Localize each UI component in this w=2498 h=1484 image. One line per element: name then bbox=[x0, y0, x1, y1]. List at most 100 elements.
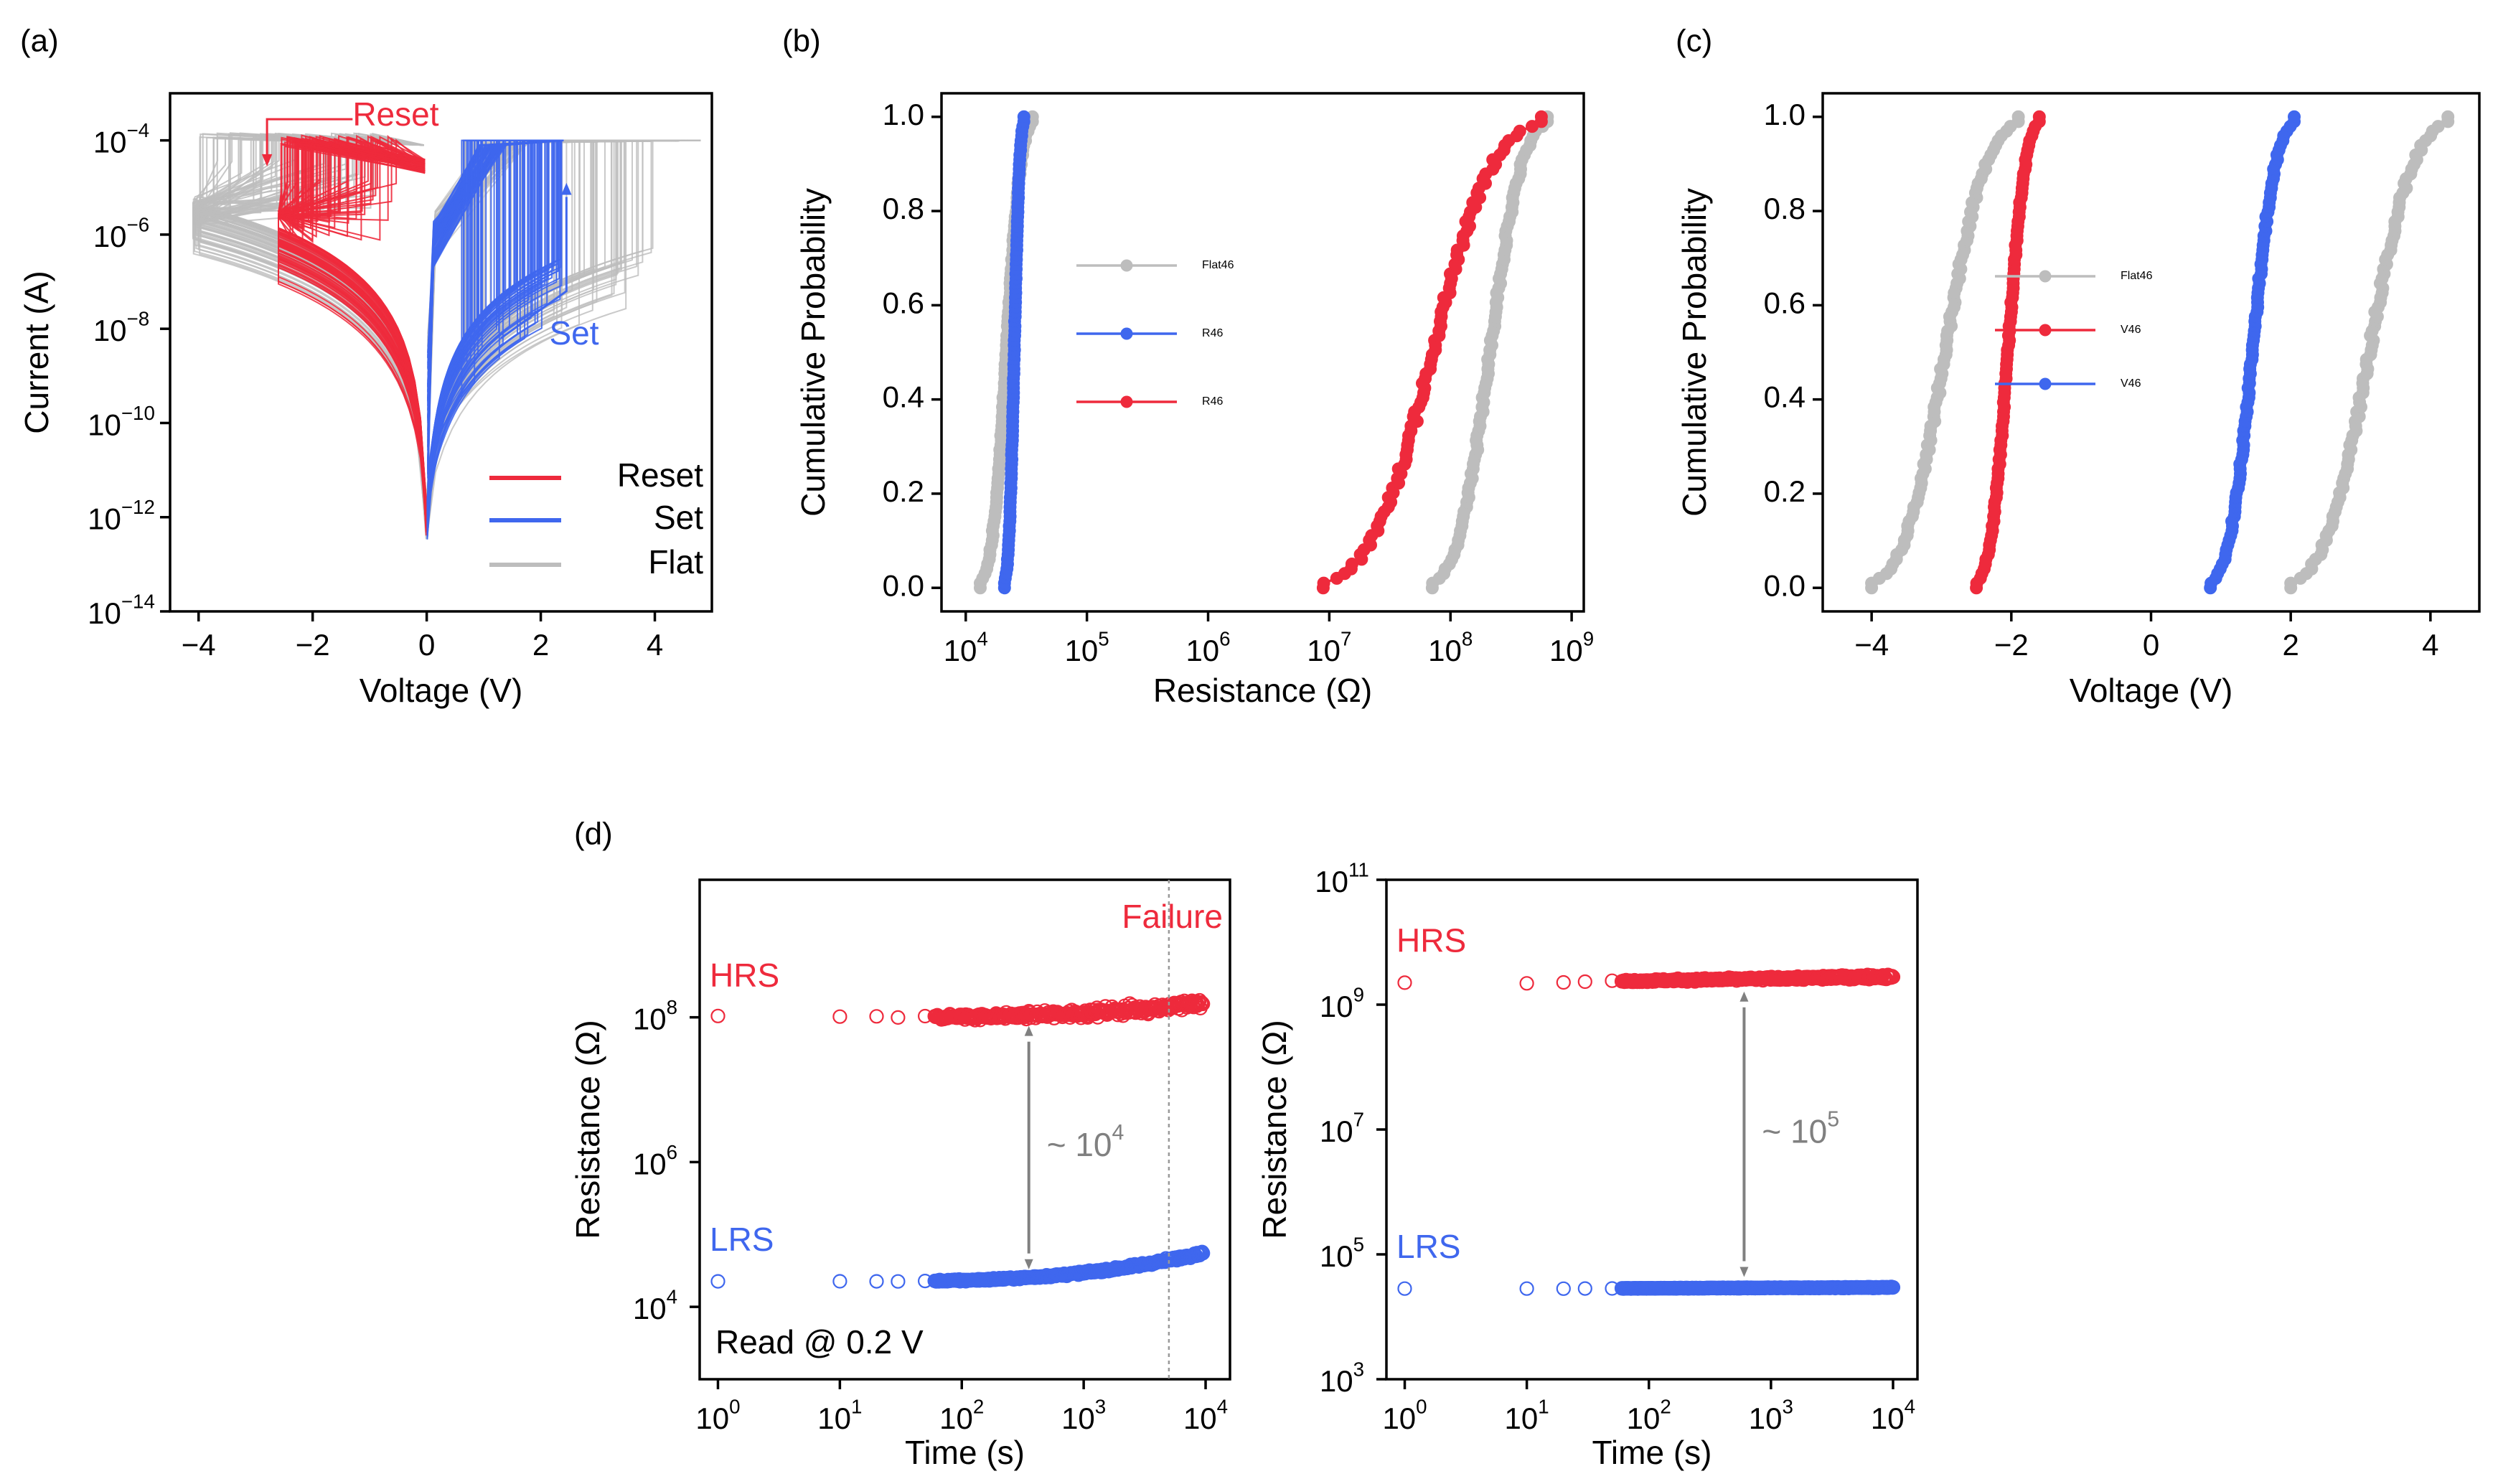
panel-label: (a) bbox=[20, 24, 59, 59]
x-tick-label: −4 bbox=[1854, 628, 1889, 662]
series-flat-v-reset bbox=[1865, 110, 2025, 595]
panel-d-left: 100 101 102 103 104 104 106 108 Time (s) Resistan… bbox=[569, 878, 1231, 1471]
reset-curve bbox=[278, 136, 426, 215]
reset-curve bbox=[278, 137, 426, 219]
reset-return-curve bbox=[278, 213, 427, 500]
cdf-point bbox=[2288, 110, 2301, 123]
reset-return-curve bbox=[278, 213, 427, 509]
y-tick-label: 10−8 bbox=[93, 308, 149, 347]
failure-label: Failure bbox=[1122, 898, 1223, 935]
series-hrs bbox=[710, 992, 1211, 1028]
reset-return-curve bbox=[278, 213, 427, 504]
reset-curve bbox=[278, 142, 426, 216]
reset-return-curve bbox=[278, 213, 427, 504]
x-axis-label: Resistance (Ω) bbox=[1153, 672, 1372, 709]
reset-annotation: Reset bbox=[352, 95, 438, 133]
cdf-point bbox=[1317, 576, 1330, 590]
y-tick-label: 109 bbox=[1320, 984, 1364, 1023]
y-tick-label: 0.6 bbox=[1764, 286, 1806, 319]
panel-label: (b) bbox=[782, 24, 821, 59]
retention-point bbox=[1397, 1281, 1412, 1296]
panel-label: (c) bbox=[1676, 24, 1712, 59]
reset-curve bbox=[278, 140, 426, 217]
retention-point bbox=[1519, 976, 1534, 991]
series-r-lrs bbox=[997, 110, 1030, 595]
set-curve bbox=[426, 139, 564, 538]
reset-return-curve bbox=[278, 213, 427, 519]
reset-curve bbox=[278, 137, 426, 219]
ratio-arrow-head-down bbox=[1739, 1267, 1749, 1277]
x-tick-label: 103 bbox=[1061, 1396, 1106, 1435]
reset-curve bbox=[278, 134, 426, 216]
y-tick-label: 0.4 bbox=[883, 380, 924, 414]
panel-a: −4 −2 0 2 4 10−14 10−12 10−10 10−8 10−6 10−4 Voltag… bbox=[18, 92, 713, 709]
reset-return-curve bbox=[278, 213, 427, 508]
retention-point bbox=[1577, 974, 1592, 990]
set-arrow bbox=[500, 197, 568, 339]
y-tick-label: 0.2 bbox=[1764, 474, 1806, 508]
y-tick-label: 0.2 bbox=[883, 474, 924, 508]
ratio-arrow-head-down bbox=[1024, 1259, 1033, 1269]
read-condition-label: Read @ 0.2 V bbox=[715, 1323, 924, 1361]
x-tick-label: 101 bbox=[1505, 1396, 1549, 1435]
y-tick-label: 1.0 bbox=[883, 98, 924, 131]
panel-label: (d) bbox=[574, 817, 613, 852]
y-tick-label: 103 bbox=[1320, 1358, 1364, 1398]
y-axis-label: Cumulative Probability bbox=[1676, 188, 1713, 517]
y-tick-label: 0.0 bbox=[883, 568, 924, 602]
flat-hrs-curve bbox=[194, 210, 427, 513]
y-tick-label: 106 bbox=[633, 1141, 677, 1180]
retention-point bbox=[1885, 969, 1901, 985]
plot-frame bbox=[169, 92, 713, 613]
x-tick-label: 102 bbox=[939, 1396, 984, 1435]
retention-point bbox=[1577, 1281, 1592, 1296]
plot-frame bbox=[698, 878, 1231, 1381]
flat-hrs-curve bbox=[194, 197, 427, 530]
series-set bbox=[426, 139, 564, 540]
y-tick-label: 108 bbox=[633, 996, 677, 1035]
x-tick-label: 104 bbox=[1871, 1396, 1915, 1435]
series-hrs bbox=[1397, 967, 1901, 991]
reset-return-curve bbox=[278, 213, 427, 509]
retention-point bbox=[710, 1274, 726, 1289]
retention-point bbox=[1196, 996, 1211, 1012]
y-tick-label: 0.6 bbox=[883, 286, 924, 319]
x-tick-label: −2 bbox=[296, 628, 330, 662]
reset-curve bbox=[278, 137, 426, 227]
y-axis-label: Cumulative Probability bbox=[794, 188, 832, 517]
set-curve bbox=[426, 139, 564, 501]
y-tick-label: 107 bbox=[1320, 1109, 1364, 1148]
series-r-hrs bbox=[1316, 110, 1548, 595]
legend-marker bbox=[1120, 327, 1133, 340]
legend-label: Flat46 bbox=[1202, 259, 1234, 271]
y-tick-label: 10−4 bbox=[93, 119, 149, 159]
x-tick-label: 4 bbox=[2422, 628, 2438, 662]
series-v-set bbox=[2204, 110, 2301, 595]
legend-marker bbox=[2039, 270, 2052, 283]
legend: Flat46 R46 R46 bbox=[1076, 259, 1234, 408]
cdf-point bbox=[2441, 110, 2455, 123]
retention-point bbox=[710, 1008, 726, 1023]
reset-arrow bbox=[266, 118, 353, 155]
x-tick-label: 109 bbox=[1549, 628, 1594, 667]
y-tick-label: 0.8 bbox=[883, 192, 924, 225]
reset-return-curve bbox=[278, 213, 427, 504]
flat-set-curve bbox=[426, 139, 701, 535]
set-curve bbox=[426, 139, 564, 512]
x-tick-label: −4 bbox=[182, 628, 216, 662]
retention-point bbox=[1519, 1281, 1534, 1296]
panel-b: 0.0 0.2 0.4 0.6 0.8 1.0 104 105 106 107 108 109 Resi… bbox=[794, 92, 1594, 709]
set-annotation: Set bbox=[550, 314, 599, 352]
flat-hrs-curve bbox=[197, 208, 427, 498]
legend-label: Flat bbox=[648, 543, 703, 581]
y-tick-label: 105 bbox=[1320, 1234, 1364, 1273]
ratio-label: ~ 104 bbox=[1047, 1121, 1124, 1163]
y-axis-label: Resistance (Ω) bbox=[1256, 1020, 1293, 1239]
series-flat-v-set bbox=[2284, 110, 2455, 595]
series-lrs bbox=[1397, 1279, 1901, 1296]
lrs-label: LRS bbox=[710, 1221, 774, 1258]
reset-return-curve bbox=[278, 213, 427, 532]
x-axis-label: Time (s) bbox=[905, 1434, 1025, 1471]
reset-return-curve bbox=[278, 213, 427, 522]
y-axis-label: Resistance (Ω) bbox=[569, 1020, 606, 1239]
